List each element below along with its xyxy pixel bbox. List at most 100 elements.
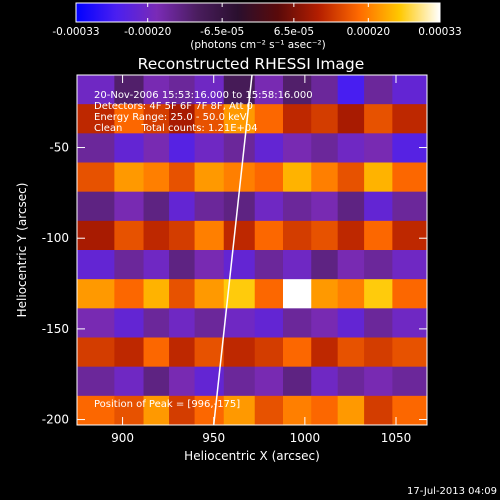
heatmap-cell [143,395,170,425]
heatmap-cell [364,104,393,134]
heatmap-cell [194,308,225,338]
heatmap-cell [143,337,170,368]
heatmap-cell [143,250,170,280]
heatmap-cell [143,308,170,338]
annotation-energy: Energy Range: 25.0 - 50.0 keV [94,112,247,123]
heatmap-cell [169,220,196,251]
heatmap-cell [392,162,427,193]
heatmap-cell [254,250,284,280]
heatmap-cell [282,395,312,425]
heatmap-cell [143,75,170,105]
heatmap-cell [194,220,225,251]
heatmap-cell [114,133,145,163]
heatmap-cell [114,337,145,368]
heatmap-cell [223,104,256,134]
heatmap-cell [311,337,339,368]
heatmap-cell [223,366,256,397]
heatmap-cell [337,191,365,222]
heatmap-cell [311,395,339,425]
annotations: 20-Nov-2006 15:53:16.000 to 15:58:16.000… [94,90,313,410]
heatmap-cell [223,250,256,280]
heatmap-cell [364,337,393,368]
heatmap-cell [77,162,115,193]
plot-frame [76,74,428,426]
x-axis-label: Heliocentric X (arcsec) [184,449,320,463]
heatmap-cell [254,220,284,251]
heatmap-cell [282,191,312,222]
heatmap-cell [169,75,196,105]
x-axis-ticks: 900 950 1000 1050 [111,75,411,445]
heatmap-cell [282,162,312,193]
heatmap-cell [311,162,339,193]
heatmap-cell [254,366,284,397]
heatmap-cell [364,366,393,397]
heatmap-cell [254,279,284,309]
heatmap-cell [282,337,312,368]
heatmap-cell [77,133,115,163]
heatmap-cell [114,279,145,309]
y-axis-ticks: -50 -100 -150 -200 [42,141,427,427]
heatmap-cell [254,337,284,368]
heatmap-cell [282,220,312,251]
chart-title: Reconstructed RHESSI Image [138,55,365,73]
y-axis-label: Heliocentric Y (arcsec) [15,183,29,318]
heatmap-cell [282,133,312,163]
heatmap-cell [114,308,145,338]
heatmap-cell [77,220,115,251]
heatmap-cell [392,75,427,105]
heatmap-cell [282,279,312,309]
heatmap-cell [364,133,393,163]
heatmap-cell [254,75,284,105]
heatmap-cell [364,75,393,105]
heatmap-cell [223,220,256,251]
heatmap-cell [143,220,170,251]
heatmap-cell [282,250,312,280]
heatmap-cell [194,279,225,309]
heatmap-cell [169,395,196,425]
heatmap-cell [364,220,393,251]
colorbar: -0.00033 -0.00020 -6.5e-05 6.5e-05 0.00020 0.… [52,2,462,51]
heatmap-cell [337,308,365,338]
x-tick-label: 950 [202,431,225,445]
heatmap-cell [364,162,393,193]
heatmap-cell [169,162,196,193]
heatmap-cell [337,395,365,425]
x-tick-label: 1000 [290,431,321,445]
x-tick-label: 1050 [381,431,412,445]
heatmap-cell [194,162,225,193]
colorbar-tick-label: 6.5e-05 [274,26,314,38]
heatmap-cell [392,133,427,163]
heatmap-cell [311,133,339,163]
annotation-peak-position: Position of Peak = [996,-175] [94,399,240,410]
y-tick-label: -150 [42,322,69,336]
heatmap-cell [282,366,312,397]
heatmap-cell [169,133,196,163]
heatmap-cell [223,308,256,338]
heatmap-cell [311,220,339,251]
heatmap-cell [337,75,365,105]
heatmap-cell [77,308,115,338]
heatmap-cell [311,366,339,397]
heatmap-cell [114,75,145,105]
colorbar-tick-label: -0.00020 [124,26,171,38]
heatmap-cell [114,162,145,193]
heatmap-cell [311,250,339,280]
heatmap-cell [392,250,427,280]
heatmap-cell [77,75,115,105]
colorbar-strip [75,2,441,23]
heatmap-cell [143,133,170,163]
heatmap-cell [77,250,115,280]
heatmap-cell [194,337,225,368]
heatmap-cell [77,191,115,222]
colorbar-tick-label: 0.00020 [347,26,390,38]
heatmap-cell [143,162,170,193]
heatmap-cell [392,220,427,251]
heatmap-cell [194,250,225,280]
heatmap-cell [143,191,170,222]
heatmap-cell [223,395,256,425]
heatmap-cell [392,395,427,425]
heatmap-cell [194,75,225,105]
heatmap-cell [77,366,115,397]
heatmap-cell [254,104,284,134]
